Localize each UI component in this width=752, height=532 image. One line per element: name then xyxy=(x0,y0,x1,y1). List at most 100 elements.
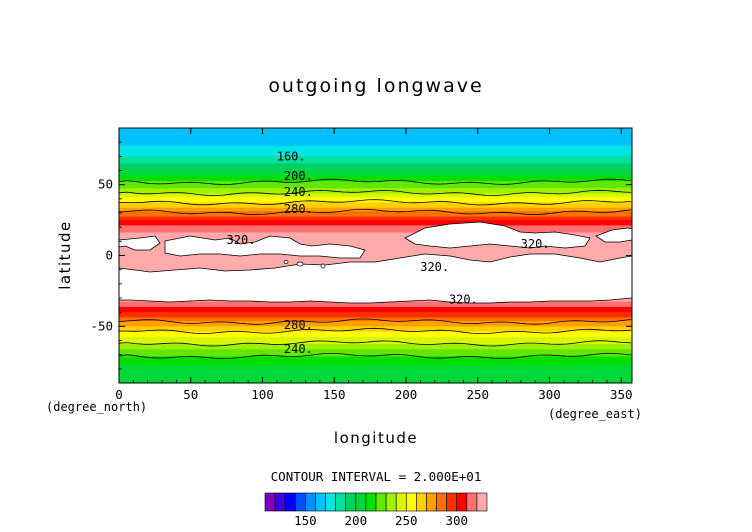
tropical-region-320-pacific xyxy=(404,221,591,249)
color-band xyxy=(119,250,632,253)
color-band xyxy=(119,308,632,311)
color-band xyxy=(119,317,632,320)
color-band xyxy=(119,340,632,343)
color-band xyxy=(119,136,632,140)
colorbar-swatch xyxy=(385,492,397,512)
color-band xyxy=(119,251,632,255)
tropical-speck xyxy=(320,263,326,269)
y-tick-label: 50 xyxy=(98,177,113,192)
color-band xyxy=(119,143,632,147)
y-axis-unit: (degree_north) xyxy=(46,400,147,414)
color-band xyxy=(119,333,632,336)
colorbar-swatch xyxy=(466,492,478,512)
colorbar-swatch xyxy=(345,492,357,512)
color-band xyxy=(119,168,632,172)
color-band xyxy=(119,243,632,246)
color-bands xyxy=(119,128,632,383)
color-band xyxy=(119,228,632,232)
color-band xyxy=(119,358,632,361)
color-band xyxy=(119,361,632,365)
color-band xyxy=(119,336,632,340)
y-axis-label: latitude xyxy=(56,220,74,290)
color-band xyxy=(119,154,632,157)
color-band xyxy=(119,321,632,324)
color-band xyxy=(119,158,632,161)
color-band xyxy=(119,207,632,211)
y-tick-label: 0 xyxy=(105,248,113,263)
x-tick-label: 0 xyxy=(115,387,123,402)
color-band xyxy=(119,246,632,250)
color-band xyxy=(119,259,632,262)
color-band xyxy=(119,326,632,329)
x-tick-label: 100 xyxy=(251,387,274,402)
colorbar-swatch xyxy=(355,492,367,512)
color-band xyxy=(119,182,632,186)
color-band xyxy=(119,151,632,154)
color-band xyxy=(119,135,632,138)
color-band xyxy=(119,345,632,349)
contour-label: 280. xyxy=(284,318,313,332)
contour-label: 320. xyxy=(227,233,256,247)
color-band xyxy=(119,166,632,170)
colorbar-tick-label: 200 xyxy=(345,513,368,528)
color-band xyxy=(119,368,632,372)
x-tick-label: 150 xyxy=(323,387,346,402)
contour-line xyxy=(119,327,632,335)
color-band xyxy=(119,129,632,133)
color-band xyxy=(119,209,632,212)
tropical-speck xyxy=(283,260,289,264)
contour-interval-label: CONTOUR INTERVAL = 2.000E+01 xyxy=(271,469,482,484)
colorbar-tick-label: 250 xyxy=(395,513,418,528)
colorbar-tick-label: 300 xyxy=(445,513,468,528)
color-band xyxy=(119,236,632,239)
contour-line xyxy=(119,178,632,185)
contour-label: 320. xyxy=(420,260,449,274)
color-band xyxy=(119,174,632,177)
x-tick-label: 50 xyxy=(183,387,198,402)
contour-labels: 160. 200. 240. 280. 320. 320. 320. 320. 280. 240. xyxy=(227,149,550,356)
colorbar-swatch xyxy=(476,492,488,512)
colorbar-swatch xyxy=(264,492,276,512)
color-band xyxy=(119,156,632,159)
colorbar-swatch xyxy=(274,492,286,512)
color-band xyxy=(119,312,632,315)
y-tick-label: -50 xyxy=(90,318,113,333)
color-band xyxy=(119,232,632,235)
color-band xyxy=(119,359,632,363)
contour-line xyxy=(119,318,632,325)
color-band xyxy=(119,145,632,149)
tropical-speck xyxy=(296,261,304,267)
color-band xyxy=(119,184,632,188)
colorbar-swatch xyxy=(416,492,427,512)
colorbar-swatch xyxy=(395,492,407,512)
plot-area: 160. 200. 240. 280. 320. 320. 320. 320. 280. 240. xyxy=(118,127,633,384)
colorbar-swatch xyxy=(335,492,347,512)
tropical-region-320-west xyxy=(119,235,161,251)
color-band xyxy=(119,352,632,356)
color-band xyxy=(119,197,632,200)
colorbar-swatch xyxy=(284,492,296,512)
contour-line xyxy=(119,340,632,347)
color-band xyxy=(119,257,632,260)
contour-line xyxy=(119,352,632,360)
color-band xyxy=(119,205,632,209)
color-band xyxy=(119,223,632,226)
contour-line xyxy=(119,199,632,206)
color-band xyxy=(119,188,632,191)
color-band xyxy=(119,200,632,203)
x-tick-label: 200 xyxy=(395,387,418,402)
color-band xyxy=(119,161,632,165)
color-band xyxy=(119,221,632,225)
color-band xyxy=(119,211,632,214)
tropical-region-320-low xyxy=(119,253,632,304)
color-band xyxy=(119,159,632,163)
color-band xyxy=(119,255,632,258)
x-tick-label: 350 xyxy=(610,387,633,402)
color-band xyxy=(119,244,632,248)
color-band xyxy=(119,335,632,338)
color-band xyxy=(119,214,632,218)
colorbar: 150 200 250 300 xyxy=(264,492,488,528)
color-band xyxy=(119,225,632,228)
color-band xyxy=(119,234,632,237)
colorbar-swatch xyxy=(305,492,316,512)
